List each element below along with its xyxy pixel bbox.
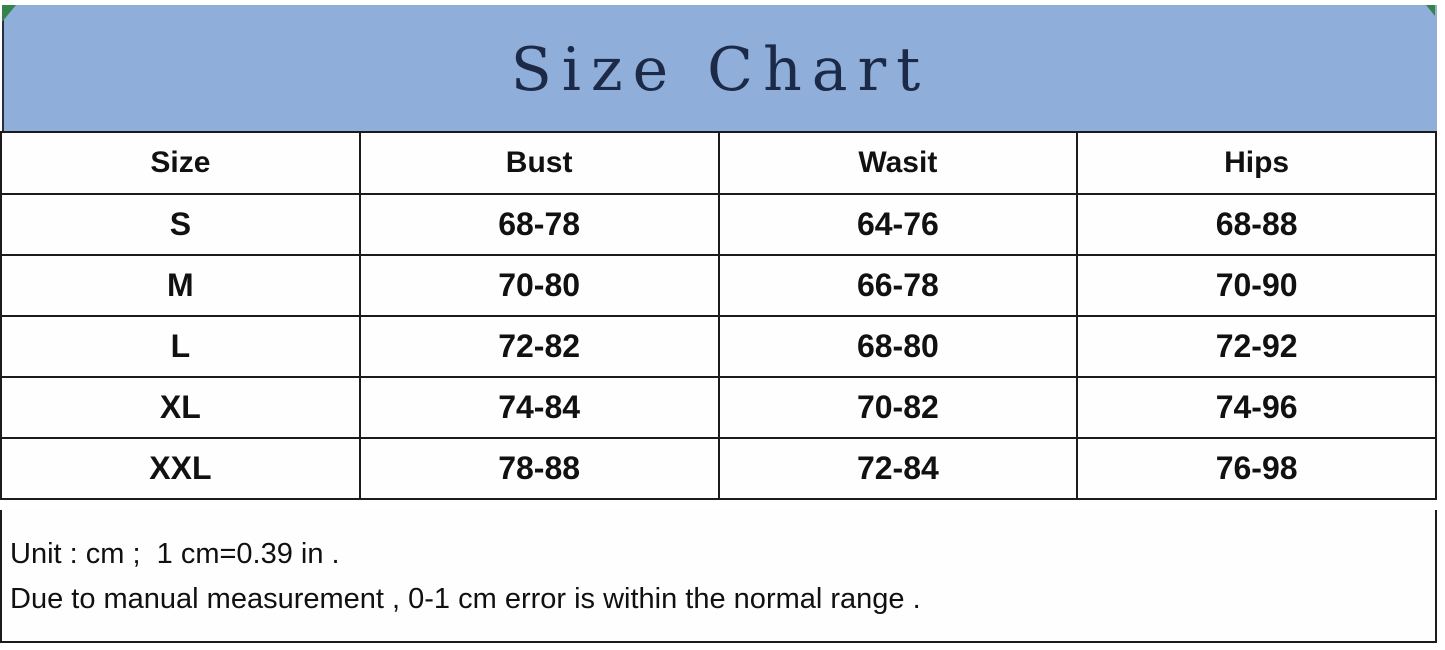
page-title: Size Chart xyxy=(510,35,931,105)
table-row: XXL 78-88 72-84 76-98 xyxy=(0,437,1437,500)
cell-bust: 72-82 xyxy=(358,315,720,378)
col-header-hips: Hips xyxy=(1076,131,1437,195)
table-row: XL 74-84 70-82 74-96 xyxy=(0,376,1437,439)
cell-hips: 76-98 xyxy=(1076,437,1437,500)
cell-waist: 72-84 xyxy=(717,437,1079,500)
cell-waist: 68-80 xyxy=(717,315,1079,378)
col-header-waist: Wasit xyxy=(717,131,1079,195)
notes-box: Unit : cm ; 1 cm=0.39 in . Due to manual… xyxy=(0,510,1437,643)
table-row: S 68-78 64-76 68-88 xyxy=(0,193,1437,256)
green-triangle-marker-icon xyxy=(2,5,16,22)
cell-hips: 74-96 xyxy=(1076,376,1437,439)
cell-hips: 70-90 xyxy=(1076,254,1437,317)
cell-size-label: XXL xyxy=(0,437,361,500)
cell-size-label: XL xyxy=(0,376,361,439)
size-table: Size Bust Wasit Hips S 68-78 64-76 68-88… xyxy=(0,131,1437,500)
cell-bust: 78-88 xyxy=(358,437,720,500)
cell-bust: 68-78 xyxy=(358,193,720,256)
cell-bust: 70-80 xyxy=(358,254,720,317)
cell-waist: 70-82 xyxy=(717,376,1079,439)
title-banner: Size Chart xyxy=(2,5,1437,131)
cell-size-label: M xyxy=(0,254,361,317)
cell-waist: 66-78 xyxy=(717,254,1079,317)
cell-hips: 72-92 xyxy=(1076,315,1437,378)
note-unit: Unit : cm ; 1 cm=0.39 in . xyxy=(10,538,340,570)
cell-size-label: S xyxy=(0,193,361,256)
cell-hips: 68-88 xyxy=(1076,193,1437,256)
cell-size-label: L xyxy=(0,315,361,378)
note-measurement: Due to manual measurement , 0-1 cm error… xyxy=(10,583,921,615)
green-triangle-marker-icon xyxy=(1426,5,1435,16)
cell-waist: 64-76 xyxy=(717,193,1079,256)
col-header-size: Size xyxy=(0,131,361,195)
table-header-row: Size Bust Wasit Hips xyxy=(0,131,1437,195)
table-row: L 72-82 68-80 72-92 xyxy=(0,315,1437,378)
cell-bust: 74-84 xyxy=(358,376,720,439)
col-header-bust: Bust xyxy=(358,131,720,195)
table-row: M 70-80 66-78 70-90 xyxy=(0,254,1437,317)
